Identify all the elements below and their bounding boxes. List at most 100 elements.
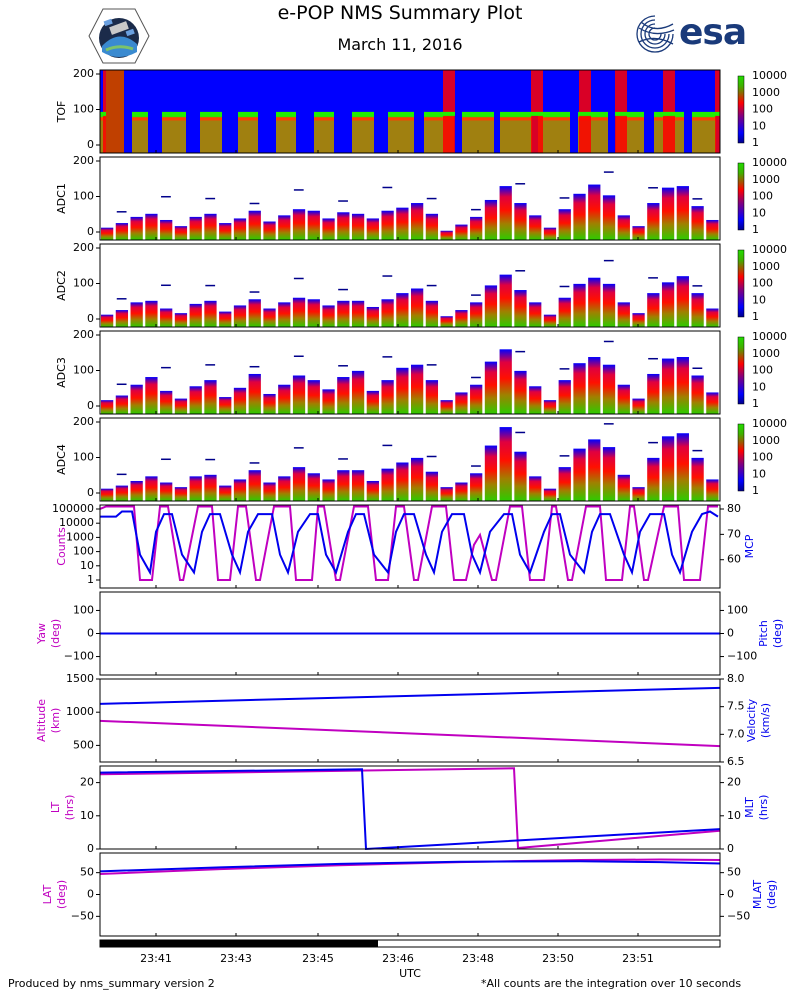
x-tick-label: 23:51 (622, 952, 654, 965)
adc2-column (632, 313, 645, 327)
adc4-column (351, 470, 365, 501)
sparse-count-marker (249, 202, 260, 205)
colorbar-tick-label: 100 (752, 190, 773, 203)
adc4-column (322, 479, 335, 501)
sparse-count-marker (648, 357, 658, 360)
adc4-column (396, 462, 409, 501)
tof-band-edge (500, 117, 532, 121)
adc3-column (425, 380, 439, 414)
adc2-column (248, 299, 261, 327)
colorbar-tick-label: 100 (752, 364, 773, 377)
sparse-count-marker (205, 364, 216, 366)
adc4-column (160, 482, 173, 501)
adc3-column (292, 375, 306, 414)
left-tick-label: 100 (73, 451, 94, 464)
colorbar-tick-label: 10000 (752, 69, 787, 82)
adc4-column (558, 467, 571, 501)
adc1-column (145, 213, 158, 240)
adc3-column (529, 386, 542, 414)
adc4-column (174, 487, 188, 501)
footer-integration-note: *All counts are the integration over 10 … (481, 977, 742, 990)
adc1-column (411, 203, 424, 240)
colorbar-tick-label: 1000 (752, 434, 780, 447)
adc1-column (588, 184, 601, 240)
left-tick-label: 200 (73, 241, 94, 254)
tof-peak-band (424, 111, 454, 117)
adc2-column (337, 300, 350, 327)
right-tick-label: 80 (727, 502, 741, 515)
left-tick-label: 0 (87, 225, 94, 238)
left-axis-label: ADC2 (55, 270, 68, 301)
colorbar-tick-label: 100 (752, 277, 773, 290)
adc1-column (558, 209, 571, 240)
esa-logo-mark (636, 15, 675, 53)
adc3-column (706, 392, 719, 414)
sparse-count-marker (116, 473, 127, 476)
left-tick-label: −50 (71, 909, 94, 922)
right-tick-label: 10 (727, 809, 741, 822)
sparse-count-marker (559, 197, 570, 199)
adc3-column (411, 364, 424, 414)
sparse-count-marker (116, 211, 127, 213)
sparse-count-marker (515, 183, 526, 185)
adc3-column (588, 357, 601, 414)
panel-frame (99, 243, 721, 328)
left-tick-label: 1000 (66, 530, 94, 543)
adc2-column (263, 308, 276, 327)
left-axis-label: LAT (41, 884, 54, 904)
right-tick-label: 100 (727, 603, 748, 616)
tof-hot-column (443, 70, 455, 153)
left-tick-label: 10 (80, 809, 94, 822)
left-tick-label: 0 (87, 486, 94, 499)
adc1-column (691, 206, 704, 240)
adc1-column (115, 223, 129, 240)
adc3-column (470, 384, 483, 414)
tof-low-band (200, 113, 222, 153)
adc3-column (351, 370, 365, 414)
adc1-column (499, 186, 512, 240)
x-tick-label: 23:46 (382, 952, 414, 965)
sparse-count-marker (382, 356, 393, 358)
colorbar-tick-label: 10000 (752, 156, 787, 169)
adc2-column (366, 306, 379, 327)
adc1-column (440, 230, 453, 240)
adc2-column (647, 293, 660, 327)
tof-peak-band (692, 111, 716, 117)
colorbar-tick-label: 10 (752, 380, 766, 393)
panel-frame (99, 69, 721, 154)
sparse-count-marker (205, 284, 216, 287)
panel-frame (99, 417, 721, 502)
tof-hot-column (663, 70, 675, 153)
epop-mission-logo (88, 8, 150, 64)
colorbar-tick-label: 10 (752, 293, 766, 306)
adc3-column (145, 377, 158, 414)
sparse-count-marker (648, 277, 658, 279)
left-tick-label: 0 (87, 888, 94, 901)
tof-low-band (238, 113, 258, 153)
left-tick-label: 1000 (66, 705, 94, 718)
adc3-column (455, 392, 468, 414)
colorbar-tick-label: 100 (752, 451, 773, 464)
colorbar-tick-label: 1000 (752, 347, 780, 360)
sparse-count-marker (338, 200, 348, 202)
adc3-column (366, 390, 379, 414)
adc1-column (706, 219, 719, 240)
adc2-column (145, 300, 158, 327)
tof-heatmap (100, 70, 720, 153)
adc2-column (204, 300, 217, 327)
plot-date: March 11, 2016 (337, 35, 463, 54)
right-axis-label: MLAT (751, 880, 764, 910)
adc3-column (381, 380, 394, 414)
colorbar (737, 423, 745, 492)
left-axis-label: ADC1 (55, 183, 68, 214)
plot-title: e-POP NMS Summary Plot (277, 2, 523, 24)
adc2-column (455, 310, 468, 327)
adc2-column (233, 305, 247, 327)
left-tick-label: 0 (87, 138, 94, 151)
tof-hot-peak (715, 111, 720, 116)
sparse-count-marker (426, 455, 437, 458)
adc4-column (529, 476, 542, 501)
panel-frame (99, 678, 721, 763)
adc4-column (632, 487, 645, 501)
sparse-count-marker (603, 423, 614, 425)
